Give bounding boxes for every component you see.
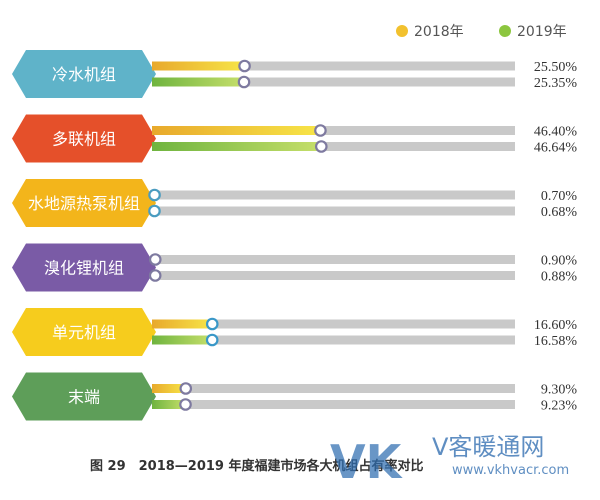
value-label-2019: 46.64% <box>534 141 578 156</box>
bar-track <box>152 142 515 151</box>
bar-2019 <box>152 335 213 345</box>
bar-end-marker <box>148 204 161 218</box>
bar-track <box>152 61 515 71</box>
bar-2019 <box>152 77 245 87</box>
bar-end-marker <box>314 124 327 137</box>
category-label: 冷水机组 <box>52 65 116 84</box>
category-label: 末端 <box>68 388 100 407</box>
bar-end-marker <box>179 398 192 411</box>
value-label-2018: 16.60% <box>534 318 578 333</box>
category-label: 单元机组 <box>52 323 116 342</box>
bar-2018 <box>152 61 245 71</box>
category-tag <box>12 50 156 98</box>
bar-end-marker <box>179 382 193 395</box>
category-tag <box>12 372 156 421</box>
bar-2019 <box>152 142 322 151</box>
category-label: 溴化锂机组 <box>44 259 124 278</box>
value-label-2019: 25.35% <box>534 76 578 91</box>
bar-track <box>152 400 515 409</box>
row-1: 冷水机组 25.50%25.35% <box>12 50 577 98</box>
bar-end-marker <box>315 140 328 153</box>
bar-end-marker <box>148 253 162 266</box>
chart-caption: 图 29 2018—2019 年度福建市场各大机组占有率对比 <box>90 458 424 474</box>
bar-2018 <box>152 319 213 329</box>
category-tag <box>12 308 156 356</box>
watermark-url: www.vkhvacr.com <box>452 463 569 478</box>
category-label: 多联机组 <box>52 130 116 149</box>
category-tag <box>12 243 156 292</box>
value-label-2018: 0.90% <box>541 254 578 269</box>
legend-swatch-2018 <box>396 25 408 37</box>
bar-track <box>152 126 515 135</box>
bar-end-marker <box>238 59 251 73</box>
watermark-brand: V客暖通网 <box>432 433 544 461</box>
value-label-2018: 0.70% <box>541 189 578 204</box>
value-label-2019: 0.88% <box>541 270 578 285</box>
value-label-2019: 16.58% <box>534 334 578 349</box>
value-label-2019: 0.68% <box>541 205 578 220</box>
legend: 2018年 2019年 <box>396 24 567 40</box>
value-label-2019: 9.23% <box>541 399 578 414</box>
watermark-logo: VK <box>330 435 404 489</box>
legend-swatch-2019 <box>499 25 511 37</box>
value-label-2018: 46.40% <box>534 125 578 140</box>
bar-track <box>152 77 515 87</box>
bar-track <box>152 384 515 393</box>
bar-track <box>152 335 515 345</box>
bar-end-marker <box>148 269 162 282</box>
category-tag <box>12 179 156 227</box>
bar-end-marker <box>148 188 161 202</box>
row-5: 单元机组 16.60%16.58% <box>12 308 577 356</box>
bar-end-marker <box>205 317 219 331</box>
bar-track <box>152 319 515 329</box>
bar-2018 <box>152 126 321 135</box>
bar-track <box>152 255 515 264</box>
bar-2019 <box>152 400 186 409</box>
row-3: 水地源热泵机组 0.70%0.68% <box>12 179 577 227</box>
bar-track <box>152 271 515 280</box>
legend-label-2019: 2019年 <box>517 24 567 40</box>
bar-track <box>152 206 515 216</box>
category-tag <box>12 114 156 163</box>
row-4: 溴化锂机组 0.90%0.88% <box>12 243 578 292</box>
row-2: 多联机组 46.40%46.64% <box>12 114 578 163</box>
value-label-2018: 25.50% <box>534 60 578 75</box>
bar-track <box>152 190 515 200</box>
category-label: 水地源热泵机组 <box>28 194 140 213</box>
legend-label-2018: 2018年 <box>414 24 464 40</box>
bar-2018 <box>152 384 186 393</box>
chart-rows: 冷水机组 25.50%25.35% 多联机组 46.40%46.64% 水地源热泵机组 0… <box>12 50 577 421</box>
bar-end-marker <box>205 333 219 347</box>
row-6: 末端 9.30%9.23% <box>12 372 578 421</box>
watermark: VK V客暖通网 www.vkhvacr.com <box>330 433 569 489</box>
value-label-2018: 9.30% <box>541 383 578 398</box>
bar-end-marker <box>237 75 251 89</box>
